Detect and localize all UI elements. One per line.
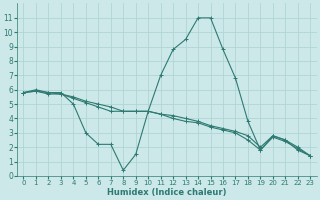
X-axis label: Humidex (Indice chaleur): Humidex (Indice chaleur) (107, 188, 227, 197)
